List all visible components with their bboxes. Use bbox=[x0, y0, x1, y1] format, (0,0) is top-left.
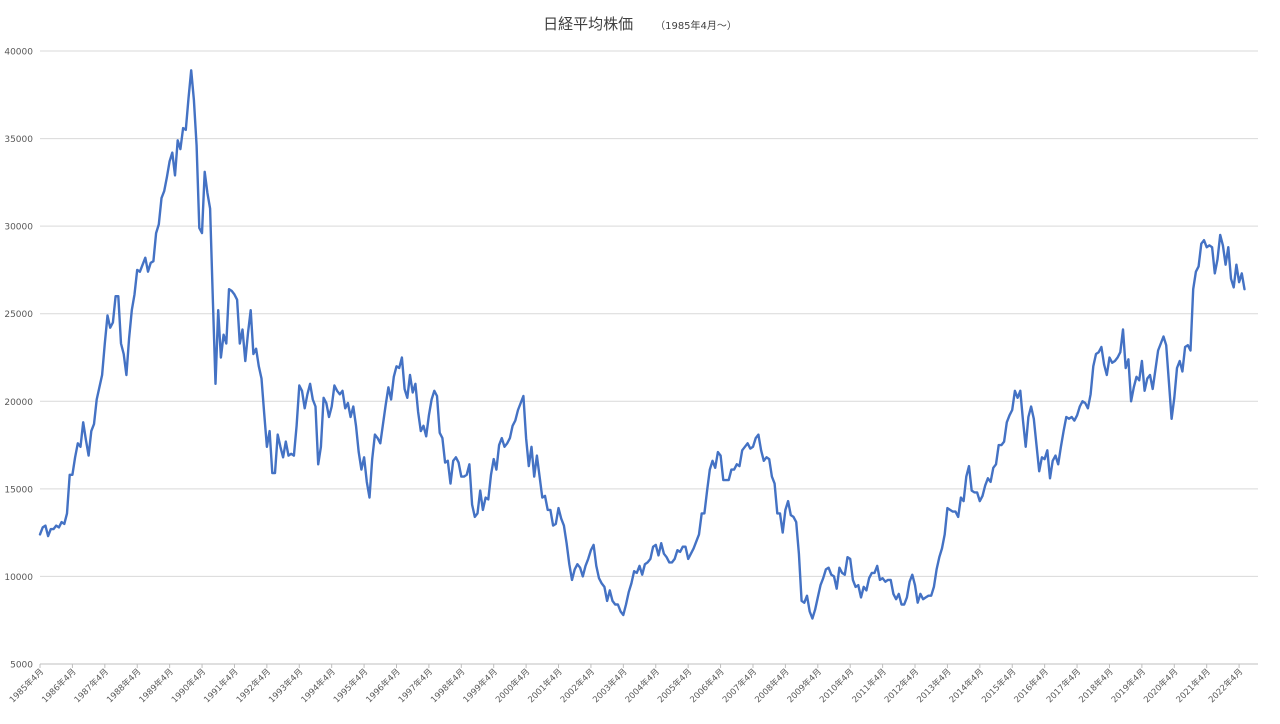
y-tick-label: 25000 bbox=[4, 310, 33, 320]
y-tick-label: 30000 bbox=[4, 223, 33, 233]
y-tick-label: 5000 bbox=[10, 661, 33, 671]
x-axis-tick-labels: 1985年4月1986年4月1987年4月1988年4月1989年4月1990年… bbox=[7, 666, 1245, 705]
series-line bbox=[38, 69, 1246, 620]
y-tick-label: 15000 bbox=[4, 485, 33, 495]
y-tick-label: 35000 bbox=[4, 135, 33, 145]
gridlines bbox=[40, 50, 1258, 577]
y-tick-label: 20000 bbox=[4, 398, 33, 408]
x-tick-label: 2022年4月 bbox=[1206, 666, 1245, 705]
y-tick-label: 40000 bbox=[4, 48, 33, 58]
y-tick-label: 10000 bbox=[4, 573, 33, 583]
axes bbox=[39, 663, 1258, 668]
y-axis-tick-labels: 5000 10000 15000 20000 25000 30000 35000 40000 bbox=[4, 48, 33, 671]
series-layer bbox=[38, 69, 1246, 620]
